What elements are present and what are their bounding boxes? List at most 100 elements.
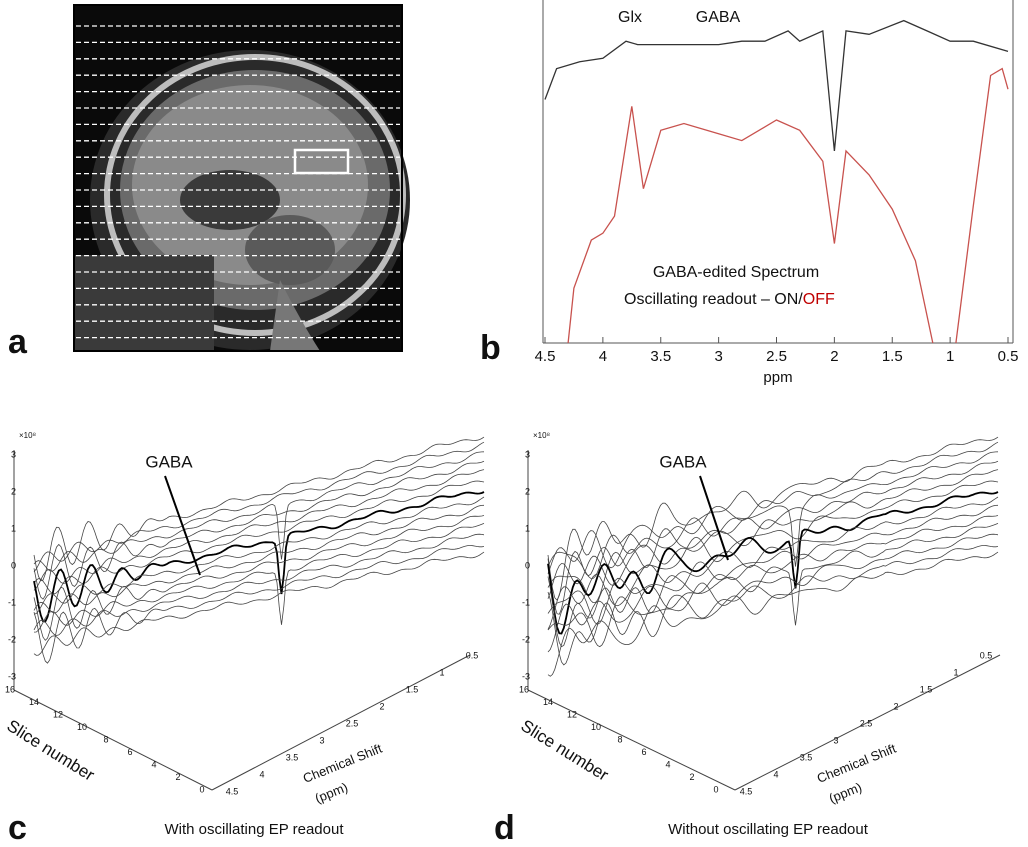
trace bbox=[547, 436, 999, 601]
trace bbox=[547, 480, 999, 603]
trace bbox=[33, 545, 485, 664]
slice-tick-label: 0 bbox=[713, 784, 718, 794]
annotation: OFF bbox=[803, 291, 835, 308]
spectrum-line bbox=[544, 19, 1009, 151]
slice-tick-label: 4 bbox=[151, 759, 156, 769]
slice-tick-label: 2 bbox=[175, 772, 180, 782]
trace bbox=[33, 551, 485, 656]
x-tick-label: 4 bbox=[599, 348, 607, 365]
spectrum-frame bbox=[542, 0, 1014, 344]
shift-tick-label: 3.5 bbox=[800, 752, 813, 762]
shift-tick-label: 3 bbox=[319, 735, 324, 745]
x-tick-label: 2.5 bbox=[766, 348, 787, 365]
waterfall-traces bbox=[33, 436, 485, 664]
trace bbox=[33, 491, 485, 623]
z-tick-label: -2 bbox=[522, 634, 530, 644]
shift-axis-label: (ppm) bbox=[827, 779, 864, 806]
trace bbox=[547, 469, 999, 599]
slice-tick-label: 6 bbox=[127, 747, 132, 757]
shift-tick-label: 3 bbox=[833, 735, 838, 745]
slice-tick-label: 8 bbox=[103, 734, 108, 744]
shift-tick-label: 4.5 bbox=[740, 786, 753, 796]
trace bbox=[33, 533, 485, 636]
annotation: Oscillating readout – ON/ bbox=[624, 291, 803, 308]
trace bbox=[547, 451, 999, 579]
trace bbox=[547, 496, 999, 630]
x-tick-label: 1 bbox=[946, 348, 954, 365]
slice-tick-label: 14 bbox=[543, 697, 553, 707]
z-tick-label: -3 bbox=[522, 671, 530, 681]
x-tick-label: 1.5 bbox=[882, 348, 903, 365]
voxel-box bbox=[293, 148, 350, 175]
trace bbox=[33, 480, 485, 595]
trace bbox=[33, 515, 485, 641]
panel-label: a bbox=[8, 323, 28, 361]
trace bbox=[547, 515, 999, 648]
x-tick-label: 3.5 bbox=[650, 348, 671, 365]
shift-tick-label: 2.5 bbox=[860, 718, 873, 728]
panel-label: b bbox=[480, 329, 501, 367]
x-axis-label: ppm bbox=[763, 369, 792, 386]
shift-tick-label: 1.5 bbox=[920, 684, 933, 694]
trace bbox=[33, 460, 485, 600]
trace bbox=[547, 491, 999, 635]
trace bbox=[33, 441, 485, 573]
slice-tick-label: 4 bbox=[665, 759, 670, 769]
slice-lines bbox=[76, 25, 400, 339]
shift-tick-label: 2 bbox=[893, 701, 898, 711]
slice-tick-label: 0 bbox=[199, 784, 204, 794]
trace bbox=[547, 523, 999, 653]
exponent: ×10⁸ bbox=[19, 431, 36, 440]
gaba-pointer bbox=[164, 475, 201, 576]
shift-tick-label: 4 bbox=[773, 769, 778, 779]
slice-tick-label: 8 bbox=[617, 734, 622, 744]
shift-tick-label: 0.5 bbox=[466, 650, 479, 660]
annotation: Oscillating readout – ON/OFF bbox=[624, 291, 835, 308]
trace bbox=[33, 504, 485, 614]
shift-tick-label: 4 bbox=[259, 769, 264, 779]
z-tick-label: 0 bbox=[525, 560, 530, 570]
z-tick-label: 2 bbox=[11, 486, 16, 496]
waterfall-traces bbox=[547, 436, 999, 677]
trace bbox=[547, 441, 999, 574]
x-tick-label: 4.5 bbox=[535, 348, 556, 365]
slice-tick-label: 16 bbox=[5, 684, 15, 694]
trace bbox=[33, 523, 485, 633]
z-tick-label: 1 bbox=[11, 523, 16, 533]
z-tick-label: -1 bbox=[8, 597, 16, 607]
slice-tick-label: 10 bbox=[591, 722, 601, 732]
annotation: Glx bbox=[618, 9, 642, 26]
gaba-label: GABA bbox=[659, 452, 707, 471]
exponent: ×10⁸ bbox=[533, 431, 550, 440]
x-tick-label: 3 bbox=[714, 348, 722, 365]
annotation: GABA bbox=[696, 9, 741, 26]
shift-tick-label: 2.5 bbox=[346, 718, 359, 728]
caption: Without oscillating EP readout bbox=[668, 821, 869, 838]
x-tick-label: 0.5 bbox=[998, 348, 1019, 365]
trace bbox=[33, 436, 485, 582]
caption: With oscillating EP readout bbox=[165, 821, 345, 838]
spectrum-line bbox=[567, 67, 1009, 344]
shift-tick-label: 4.5 bbox=[226, 786, 239, 796]
trace bbox=[547, 545, 999, 666]
z-tick-label: 3 bbox=[525, 449, 530, 459]
x-tick-label: 2 bbox=[830, 348, 838, 365]
trace bbox=[547, 460, 999, 615]
slice-tick-label: 10 bbox=[77, 722, 87, 732]
mri-image bbox=[73, 4, 410, 352]
panel-label: d bbox=[494, 809, 515, 847]
shift-tick-label: 1 bbox=[953, 667, 958, 677]
z-tick-label: 0 bbox=[11, 560, 16, 570]
trace bbox=[547, 504, 999, 625]
gaba-label: GABA bbox=[145, 452, 193, 471]
annotation: GABA-edited Spectrum bbox=[653, 264, 819, 281]
slice-tick-label: 2 bbox=[689, 772, 694, 782]
slice-tick-label: 12 bbox=[567, 709, 577, 719]
trace bbox=[33, 451, 485, 572]
z-tick-label: 1 bbox=[525, 523, 530, 533]
slice-tick-label: 16 bbox=[519, 684, 529, 694]
shift-tick-label: 1 bbox=[439, 667, 444, 677]
waterfall-axes bbox=[13, 450, 1001, 791]
trace bbox=[547, 551, 999, 677]
